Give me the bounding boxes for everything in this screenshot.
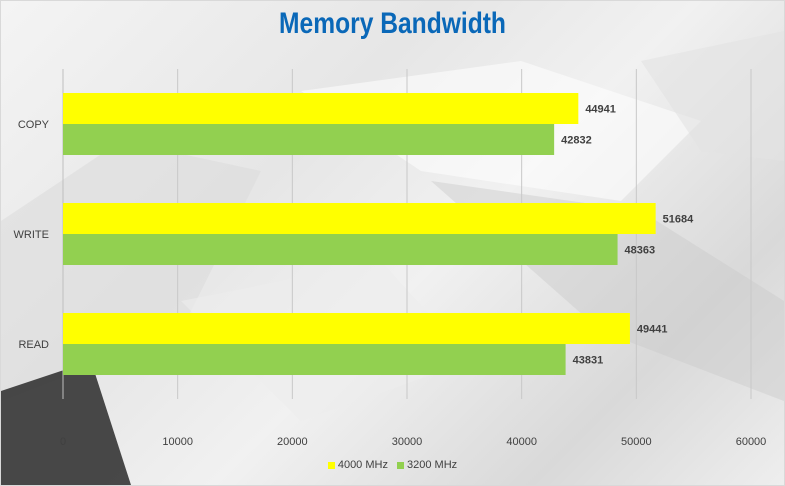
x-tick-label: 60000 — [736, 436, 767, 448]
data-label: 43831 — [573, 355, 604, 367]
category-label: WRITE — [14, 229, 49, 241]
bar — [63, 313, 630, 344]
legend-swatch-3200mhz — [397, 461, 405, 469]
data-label: 44941 — [585, 104, 616, 116]
chart-title: Memory Bandwidth — [279, 7, 506, 40]
bar — [63, 344, 566, 375]
legend: 4000 MHz 3200 MHz — [1, 459, 784, 472]
bar — [63, 234, 618, 265]
data-label: 51684 — [663, 214, 694, 226]
legend-label-3200mhz: 3200 MHz — [407, 459, 458, 471]
bar — [63, 203, 656, 234]
category-label: READ — [18, 339, 49, 351]
data-label: 49441 — [637, 324, 668, 336]
legend-swatch-4000mhz — [327, 461, 335, 469]
data-label: 42832 — [561, 135, 592, 147]
legend-item-4000mhz: 4000 MHz — [327, 459, 388, 471]
x-tick-label: 50000 — [621, 436, 652, 448]
x-tick-label: 30000 — [392, 436, 423, 448]
x-tick-label: 20000 — [277, 436, 308, 448]
x-tick-label: 10000 — [162, 436, 193, 448]
x-tick-label: 0 — [60, 436, 66, 448]
legend-item-3200mhz: 3200 MHz — [397, 459, 457, 471]
category-label: COPY — [18, 119, 50, 131]
x-tick-label: 40000 — [506, 436, 537, 448]
bar — [63, 124, 555, 155]
data-label: 48363 — [625, 245, 656, 257]
bar — [63, 93, 579, 124]
legend-label-4000mhz: 4000 MHz — [337, 459, 388, 471]
